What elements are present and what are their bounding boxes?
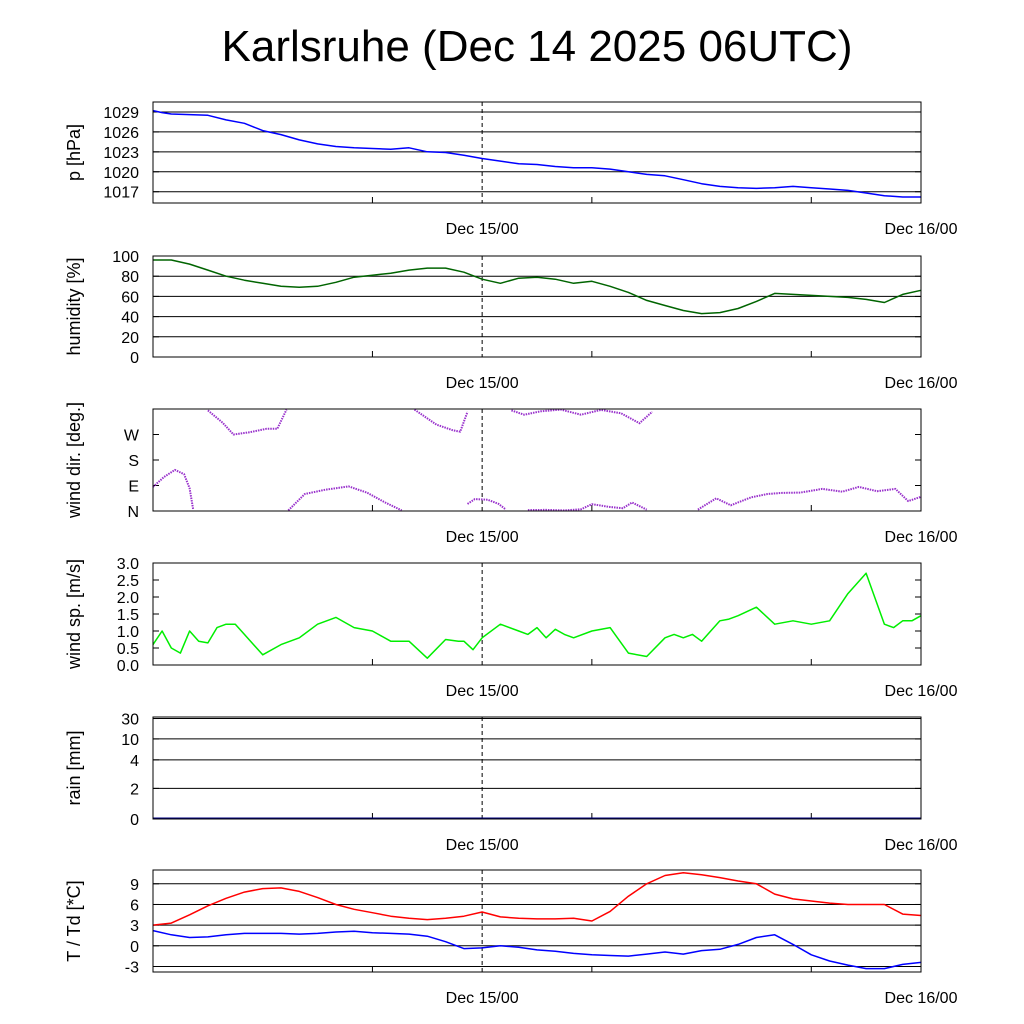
y-tick-label: 20 bbox=[121, 330, 139, 347]
panel-frame bbox=[152, 869, 922, 973]
y-tick-label: -3 bbox=[125, 959, 139, 976]
y-tick-label: W bbox=[124, 428, 140, 445]
y-tick-label: 1026 bbox=[103, 125, 139, 142]
temperature-series-1-line bbox=[152, 929, 922, 970]
chart-title: Karlsruhe (Dec 14 2025 06UTC) bbox=[221, 22, 853, 71]
temperature-series-0-line bbox=[152, 872, 922, 926]
y-tick-label: E bbox=[128, 479, 139, 496]
x-tick-label: Dec 15/00 bbox=[446, 683, 519, 700]
y-tick-label: 1029 bbox=[103, 105, 139, 122]
y-tick-label: 4 bbox=[130, 753, 139, 770]
y-axis-label: T / Td [*C] bbox=[64, 880, 84, 961]
y-tick-label: 1020 bbox=[103, 165, 139, 182]
wind-direction-trace bbox=[527, 501, 648, 512]
y-tick-label: S bbox=[128, 453, 139, 470]
panel-wind_speed: 0.00.51.01.52.02.53.0 Dec 15/00 Dec 16/00 w… bbox=[64, 556, 958, 700]
panel-frame bbox=[152, 716, 922, 820]
wind_speed-series-0-line bbox=[152, 572, 922, 659]
y-axis-label: humidity [%] bbox=[64, 257, 84, 355]
wind-direction-trace bbox=[287, 485, 403, 512]
y-tick-label: N bbox=[127, 504, 139, 521]
y-tick-label: 0 bbox=[130, 350, 139, 367]
panel-frame bbox=[152, 562, 922, 666]
x-tick-label: Dec 16/00 bbox=[885, 683, 958, 700]
x-tick-label: Dec 16/00 bbox=[885, 990, 958, 1007]
y-tick-label: 3.0 bbox=[117, 556, 139, 573]
x-tick-label: Dec 16/00 bbox=[885, 529, 958, 546]
y-tick-label: 10 bbox=[121, 732, 139, 749]
y-tick-label: 100 bbox=[112, 249, 139, 266]
panel-rain: 0 2 4 10 30 Dec 15/00 Dec 16/00 rain [mm] bbox=[64, 712, 958, 854]
y-tick-label: 1.5 bbox=[117, 607, 139, 624]
y-tick-label: 2.0 bbox=[117, 590, 139, 607]
x-tick-label: Dec 16/00 bbox=[885, 221, 958, 238]
panel-humidity: 0 20 40 60 80 100 Dec 15/00 Dec 16/00 humidity [… bbox=[64, 249, 958, 392]
x-tick-label: Dec 16/00 bbox=[885, 837, 958, 854]
wind-direction-trace bbox=[152, 468, 195, 510]
wind-direction-trace bbox=[697, 485, 922, 511]
x-tick-label: Dec 15/00 bbox=[446, 990, 519, 1007]
x-tick-label: Dec 16/00 bbox=[885, 375, 958, 392]
y-axis-label: wind dir. [deg.] bbox=[64, 402, 84, 519]
x-tick-label: Dec 15/00 bbox=[446, 375, 519, 392]
panel-frame bbox=[152, 101, 922, 204]
y-tick-label: 6 bbox=[130, 897, 139, 914]
panel-frame bbox=[152, 408, 922, 512]
y-tick-label: 0.0 bbox=[117, 658, 139, 675]
y-tick-label: 9 bbox=[130, 877, 139, 894]
wind-direction-trace bbox=[207, 409, 288, 436]
wind-direction-trace bbox=[413, 408, 469, 433]
wind-direction-trace bbox=[511, 408, 653, 425]
y-tick-label: 60 bbox=[121, 289, 139, 306]
y-tick-label: 1.0 bbox=[117, 624, 139, 641]
y-tick-label: 1023 bbox=[103, 145, 139, 162]
y-tick-label: 0.5 bbox=[117, 641, 139, 658]
y-axis-label: rain [mm] bbox=[64, 730, 84, 805]
pressure-series-0-line bbox=[152, 109, 921, 198]
y-tick-label: 40 bbox=[121, 310, 139, 327]
y-tick-label: 1017 bbox=[103, 185, 139, 202]
wind-direction-trace bbox=[466, 498, 507, 511]
x-tick-label: Dec 15/00 bbox=[446, 221, 519, 238]
y-tick-label: 2 bbox=[130, 781, 139, 798]
y-tick-label: 3 bbox=[130, 918, 139, 935]
y-tick-label: 0 bbox=[130, 939, 139, 956]
y-tick-label: 2.5 bbox=[117, 573, 139, 590]
y-tick-label: 30 bbox=[121, 712, 139, 729]
panel-temperature: -3 0 3 6 9 Dec 15/00 Dec 16/00 T / Td [*C] bbox=[64, 869, 958, 1007]
y-axis-label: wind sp. [m/s] bbox=[64, 559, 84, 670]
y-tick-label: 80 bbox=[121, 269, 139, 286]
y-axis-label: p [hPa] bbox=[64, 124, 84, 181]
panel-frame bbox=[152, 255, 922, 358]
panel-pressure: 1017 1020 1023 1026 1029 Dec 15/00 Dec 16/00 p … bbox=[64, 101, 958, 238]
x-tick-label: Dec 15/00 bbox=[446, 837, 519, 854]
x-tick-label: Dec 15/00 bbox=[446, 529, 519, 546]
humidity-series-0-line bbox=[153, 259, 922, 315]
y-tick-label: 0 bbox=[130, 812, 139, 829]
